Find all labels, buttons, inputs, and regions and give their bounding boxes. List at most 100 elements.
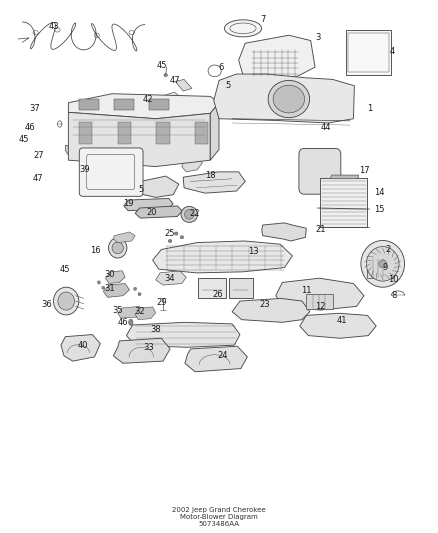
Text: 3: 3	[315, 34, 321, 43]
Ellipse shape	[273, 85, 304, 113]
Text: 2: 2	[386, 245, 391, 254]
Ellipse shape	[112, 242, 124, 254]
Polygon shape	[239, 35, 315, 79]
Text: 29: 29	[156, 298, 166, 307]
Text: 46: 46	[118, 318, 128, 327]
Polygon shape	[214, 74, 354, 123]
Polygon shape	[68, 94, 219, 119]
Text: 47: 47	[169, 76, 180, 85]
Bar	[149, 99, 169, 110]
Text: 34: 34	[165, 273, 175, 282]
Text: 45: 45	[157, 61, 167, 70]
Ellipse shape	[129, 319, 133, 326]
Text: 35: 35	[113, 305, 123, 314]
Polygon shape	[106, 271, 125, 284]
Text: 32: 32	[134, 307, 145, 316]
Bar	[198, 278, 226, 298]
Text: 20: 20	[146, 208, 157, 217]
Ellipse shape	[164, 74, 167, 77]
Ellipse shape	[224, 20, 261, 37]
Bar	[79, 122, 92, 144]
Text: 5: 5	[225, 81, 230, 90]
Text: 5: 5	[139, 185, 144, 194]
Text: 10: 10	[389, 275, 399, 284]
Text: 17: 17	[359, 166, 369, 175]
Text: 40: 40	[78, 341, 88, 350]
Text: 37: 37	[29, 103, 40, 112]
Text: 45: 45	[59, 265, 70, 273]
Bar	[306, 294, 332, 309]
Polygon shape	[300, 313, 376, 338]
Polygon shape	[127, 322, 240, 348]
Text: 42: 42	[143, 94, 153, 103]
Polygon shape	[155, 271, 186, 285]
Text: 18: 18	[205, 171, 215, 180]
Text: 19: 19	[124, 199, 134, 208]
Text: 44: 44	[321, 123, 331, 132]
Bar	[79, 99, 99, 110]
Polygon shape	[276, 278, 364, 310]
Polygon shape	[217, 87, 237, 99]
Polygon shape	[185, 346, 247, 372]
FancyBboxPatch shape	[299, 149, 341, 194]
Text: 15: 15	[374, 205, 385, 214]
Text: 23: 23	[260, 300, 270, 309]
Text: 1: 1	[367, 103, 373, 112]
Ellipse shape	[174, 232, 178, 235]
Text: 21: 21	[315, 225, 325, 234]
Text: 33: 33	[143, 343, 154, 352]
Polygon shape	[132, 176, 179, 197]
Polygon shape	[65, 146, 73, 155]
Text: 41: 41	[337, 316, 347, 325]
Text: 31: 31	[105, 284, 115, 293]
Bar	[114, 99, 134, 110]
Polygon shape	[232, 298, 310, 322]
Text: 7: 7	[261, 15, 266, 24]
Text: 43: 43	[49, 22, 60, 31]
Polygon shape	[118, 306, 143, 318]
Text: 9: 9	[383, 263, 388, 272]
Ellipse shape	[361, 240, 405, 287]
Ellipse shape	[53, 287, 79, 315]
Ellipse shape	[58, 292, 74, 310]
Ellipse shape	[138, 293, 141, 296]
Ellipse shape	[321, 174, 328, 183]
Text: 2002 Jeep Grand Cherokee
Motor-Blower Diagram
5073486AA: 2002 Jeep Grand Cherokee Motor-Blower Di…	[172, 507, 266, 527]
Polygon shape	[262, 223, 306, 241]
Text: 47: 47	[33, 174, 43, 183]
Text: 13: 13	[248, 247, 258, 256]
FancyBboxPatch shape	[79, 148, 143, 196]
Bar	[118, 122, 131, 144]
Text: 11: 11	[301, 286, 311, 295]
Text: 38: 38	[150, 325, 161, 334]
Polygon shape	[113, 338, 170, 364]
Polygon shape	[210, 103, 219, 160]
Bar	[229, 278, 253, 298]
Ellipse shape	[134, 287, 137, 290]
Text: 39: 39	[80, 165, 90, 174]
Polygon shape	[68, 112, 210, 166]
Ellipse shape	[366, 247, 399, 281]
Polygon shape	[330, 175, 359, 179]
Polygon shape	[175, 79, 192, 91]
Text: 4: 4	[389, 47, 395, 55]
Bar	[348, 33, 389, 72]
Bar	[367, 258, 393, 278]
Polygon shape	[135, 307, 155, 320]
Ellipse shape	[181, 206, 198, 222]
Text: 46: 46	[24, 123, 35, 132]
Text: 16: 16	[91, 246, 101, 255]
Polygon shape	[182, 157, 202, 172]
Ellipse shape	[184, 209, 194, 219]
Polygon shape	[135, 206, 182, 218]
Polygon shape	[157, 92, 180, 107]
Bar	[156, 122, 170, 144]
Ellipse shape	[168, 239, 172, 243]
Text: 36: 36	[42, 300, 52, 309]
Text: 24: 24	[217, 351, 228, 360]
Bar	[346, 30, 392, 75]
Text: 6: 6	[219, 63, 224, 71]
Polygon shape	[124, 198, 173, 211]
Text: 22: 22	[189, 209, 200, 218]
Ellipse shape	[180, 236, 184, 239]
